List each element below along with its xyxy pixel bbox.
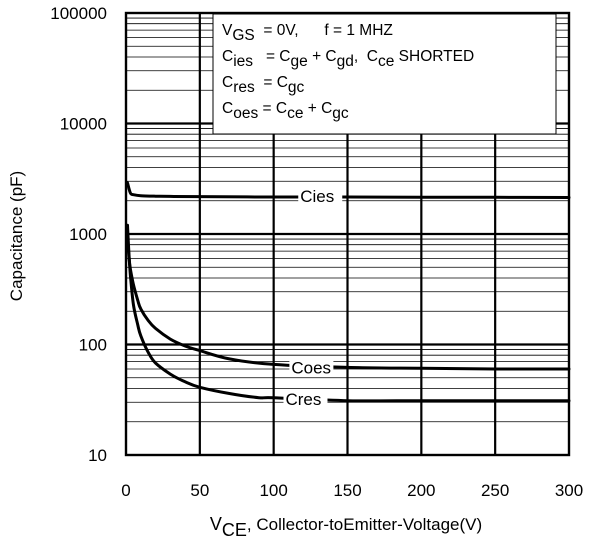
- series-line-coes: [126, 237, 571, 371]
- curve-label-backing: [289, 357, 334, 377]
- annotation-subscript: ies: [233, 53, 253, 70]
- annotation-subscript: ce: [378, 53, 394, 70]
- capacitance-curves: [126, 181, 571, 403]
- annotation-text: C: [222, 74, 233, 91]
- y-axis-title: Capacitance (pF): [7, 171, 26, 301]
- annotation-text: C: [222, 48, 233, 65]
- x-tick-label: 150: [333, 481, 361, 500]
- annotation-text: + C: [303, 100, 332, 117]
- y-tick-label: 100000: [50, 4, 107, 23]
- annotation-text: + C: [308, 48, 337, 65]
- annotation-subscript: oes: [233, 105, 258, 122]
- annotation-text: C: [222, 100, 233, 117]
- annotation-subscript: GS: [232, 27, 254, 44]
- annotation-text: = C: [253, 48, 290, 65]
- annotation-line: Coes = Cce + Cgc: [222, 100, 349, 122]
- x-tick-label: 200: [407, 481, 435, 500]
- y-tick-label: 1000: [69, 225, 107, 244]
- annotation-frame: [212, 13, 557, 135]
- x-tick-label: 100: [259, 481, 287, 500]
- curve-label-backing: [283, 389, 328, 409]
- annotation-line: Cies = Cge + Cgd, Cce SHORTED: [222, 48, 474, 70]
- y-tick-label: 100: [79, 336, 107, 355]
- annotation-subscript: gd: [337, 53, 354, 70]
- curve-label-cres: Cres: [285, 390, 321, 409]
- curve-label-coes: Coes: [291, 358, 331, 377]
- curve-labels: Cies Coes Cres: [283, 186, 343, 409]
- y-tick-label: 10: [88, 446, 107, 465]
- plot-frame: [124, 11, 571, 457]
- curve-label-cies: Cies: [300, 187, 334, 206]
- x-tick-label: 300: [555, 481, 583, 500]
- annotation-subscript: gc: [332, 105, 349, 122]
- x-tick-label: 250: [481, 481, 509, 500]
- annotation-text: = 0V, f = 1 MHZ: [255, 22, 393, 39]
- axis-ticks: 0 50 100 150 200 250 300 10 100 1000 10000 100000: [50, 4, 583, 500]
- x-axis-title: VCE, Collector-toEmitter-Voltage(V): [210, 514, 482, 540]
- series-line-cies: [126, 181, 571, 199]
- x-tick-label: 50: [190, 481, 209, 500]
- annotation-subscript: ce: [287, 105, 303, 122]
- annotation-line: Cres = Cgc: [222, 74, 305, 96]
- annotation-subscript: gc: [288, 79, 305, 96]
- annotation-line: VGS = 0V, f = 1 MHZ: [222, 22, 393, 44]
- annotation-text: = C: [258, 100, 287, 117]
- annotation-text: V: [222, 22, 233, 39]
- x-tick-label: 0: [121, 481, 130, 500]
- annotation-text: = C: [255, 74, 288, 91]
- y-tick-label: 10000: [60, 115, 107, 134]
- annotation-text: , C: [354, 48, 378, 65]
- series-line-cres: [126, 223, 571, 403]
- annotation-subscript: res: [233, 79, 255, 96]
- curve-label-backing: [298, 186, 343, 206]
- annotation-text: SHORTED: [394, 48, 474, 65]
- annotation-subscript: ge: [291, 53, 308, 70]
